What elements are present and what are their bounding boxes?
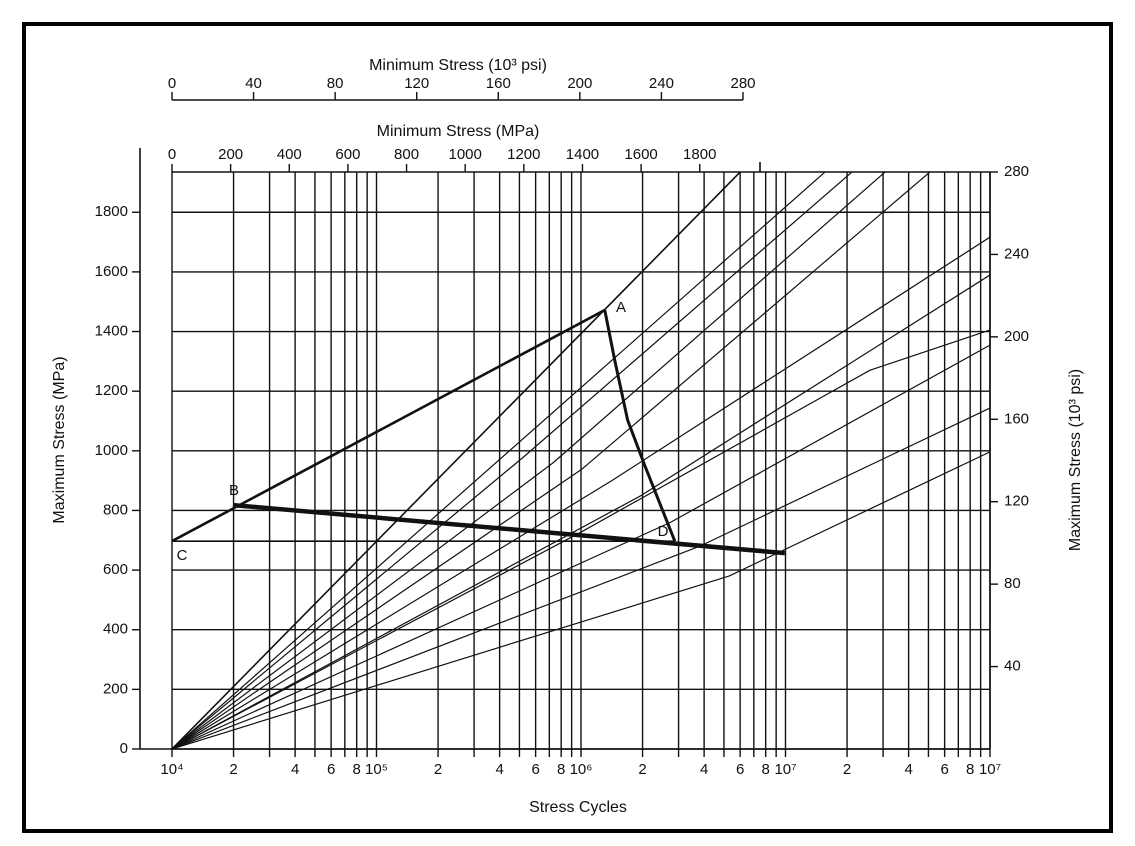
x2-tick-label: 120 — [404, 75, 429, 92]
y2-tick-label: 120 — [1004, 493, 1029, 510]
curve — [172, 344, 990, 749]
x-tick-label: 800 — [394, 146, 419, 163]
cycles-tick-label: 8 — [762, 761, 770, 778]
cycles-tick-label: 4 — [904, 761, 912, 778]
point-label: D — [658, 523, 669, 540]
curve — [172, 172, 886, 749]
cycles-tick-label: 8 — [557, 761, 565, 778]
cycles-tick-label: 6 — [531, 761, 539, 778]
x-tick-label: 1000 — [449, 146, 482, 163]
y-tick-label: 1400 — [95, 323, 128, 340]
point-label: C — [177, 547, 188, 564]
x-tick-label: 400 — [277, 146, 302, 163]
x-tick-label: 1600 — [624, 146, 657, 163]
y-tick-label: 1800 — [95, 203, 128, 220]
curve — [603, 309, 677, 542]
cycles-axis-title: Stress Cycles — [529, 799, 627, 816]
cycles-tick-label: 6 — [327, 761, 335, 778]
y2-tick-label: 240 — [1004, 245, 1029, 262]
cycles-tick-label: 2 — [434, 761, 442, 778]
cycles-tick-label: 10⁴ — [160, 761, 183, 778]
cycles-tick-label: 4 — [495, 761, 503, 778]
cycles-tick-label: 10⁶ — [570, 761, 593, 778]
y-tick-label: 200 — [103, 680, 128, 697]
x-tick-label: 600 — [335, 146, 360, 163]
y-tick-label: 600 — [103, 561, 128, 578]
y2-axis-title: Maximum Stress (10³ psi) — [1067, 369, 1084, 551]
curve — [172, 172, 741, 749]
x2-tick-label: 0 — [168, 75, 176, 92]
x2-tick-label: 200 — [567, 75, 592, 92]
y2-tick-label: 80 — [1004, 575, 1021, 592]
curve — [172, 172, 930, 749]
frame — [22, 22, 1113, 833]
x-tick-label: 0 — [168, 146, 176, 163]
curve — [172, 308, 606, 543]
x-tick-label: 1400 — [566, 146, 599, 163]
curve — [172, 172, 826, 749]
cycles-tick-label: 10⁷ — [979, 761, 1001, 778]
x2-tick-label: 160 — [486, 75, 511, 92]
curve — [172, 172, 853, 749]
x-tick-label: 200 — [218, 146, 243, 163]
cycles-tick-label: 8 — [353, 761, 361, 778]
x-tick-label: 1200 — [507, 146, 540, 163]
x2-axis-title: Minimum Stress (10³ psi) — [369, 57, 547, 74]
y-tick-label: 1600 — [95, 263, 128, 280]
curve — [172, 451, 990, 749]
cycles-tick-label: 2 — [843, 761, 851, 778]
x-axis-title: Minimum Stress (MPa) — [377, 123, 540, 140]
curve — [172, 329, 990, 749]
y2-tick-label: 200 — [1004, 328, 1029, 345]
x-tick-label: 1800 — [683, 146, 716, 163]
y-tick-label: 400 — [103, 621, 128, 638]
curve — [172, 274, 990, 749]
y-tick-label: 1200 — [95, 382, 128, 399]
point-label: A — [616, 299, 626, 316]
y-axis-title: Maximum Stress (MPa) — [51, 356, 68, 523]
y-tick-label: 0 — [120, 740, 128, 757]
cycles-tick-label: 2 — [229, 761, 237, 778]
x2-tick-label: 240 — [649, 75, 674, 92]
y-tick-label: 800 — [103, 501, 128, 518]
curve — [232, 502, 785, 556]
y2-tick-label: 280 — [1004, 163, 1029, 180]
cycles-tick-label: 10⁵ — [365, 761, 388, 778]
cycles-tick-label: 10⁷ — [774, 761, 796, 778]
y-tick-label: 1000 — [95, 442, 128, 459]
cycles-tick-label: 8 — [966, 761, 974, 778]
x2-tick-label: 40 — [245, 75, 262, 92]
cycles-tick-label: 6 — [736, 761, 744, 778]
cycles-tick-label: 4 — [700, 761, 708, 778]
cycles-tick-label: 6 — [940, 761, 948, 778]
point-label: B — [229, 482, 239, 499]
cycles-tick-label: 4 — [291, 761, 299, 778]
plot-lines — [172, 172, 990, 749]
y2-tick-label: 160 — [1004, 410, 1029, 427]
curve — [172, 407, 990, 749]
cycles-tick-label: 2 — [638, 761, 646, 778]
curve — [172, 236, 990, 749]
x2-tick-label: 80 — [327, 75, 344, 92]
y2-tick-label: 40 — [1004, 658, 1021, 675]
x2-tick-label: 280 — [730, 75, 755, 92]
